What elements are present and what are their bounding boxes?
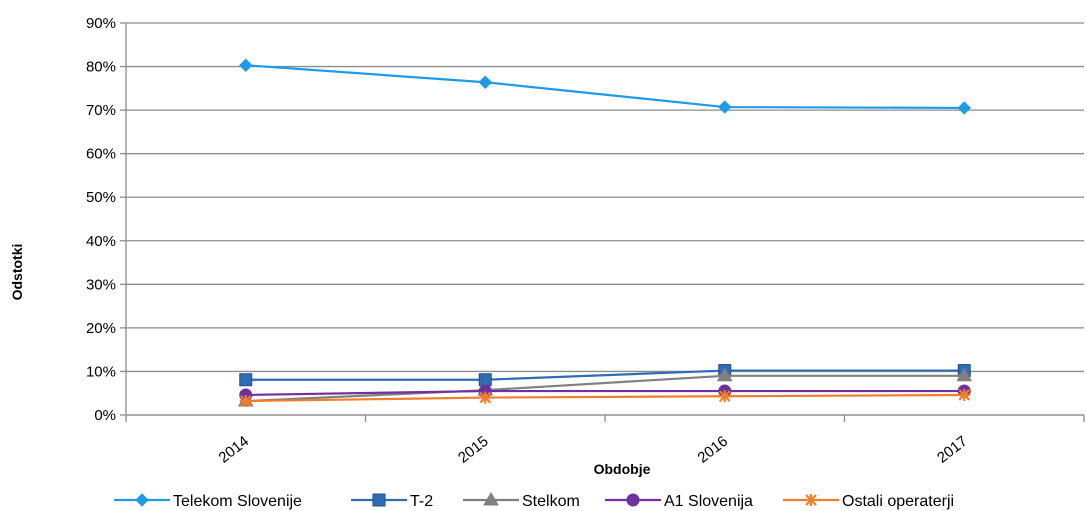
y-tick-label: 70% (86, 102, 116, 119)
data-point (718, 100, 732, 114)
y-tick-label: 90% (86, 15, 116, 32)
data-point (718, 390, 731, 403)
series-line (245, 374, 965, 403)
data-point (958, 388, 971, 401)
legend-item: A1 Slovenija (605, 493, 753, 510)
legend-item: T-2 (351, 493, 433, 510)
y-tick-label: 40% (86, 233, 116, 250)
data-point (479, 391, 492, 404)
x-tick-label: 2015 (455, 433, 492, 467)
series-line (245, 389, 965, 397)
y-tick-label: 50% (86, 189, 116, 206)
legend-marker (626, 493, 640, 507)
legend-label: Ostali operaterji (842, 493, 954, 510)
series-line (245, 369, 965, 381)
series-line (245, 64, 965, 110)
legend-item: Telekom Slovenije (114, 493, 302, 510)
data-point (478, 75, 492, 89)
y-tick-label: 60% (86, 146, 116, 163)
axes (120, 22, 1085, 422)
legend: Telekom Slovenije T-2 Stelkom A1 Slovenija O… (114, 492, 954, 510)
gridlines (126, 22, 1084, 416)
legend-item: Stelkom (463, 492, 580, 510)
legend-marker (483, 492, 499, 506)
y-tick-label: 0% (94, 407, 116, 424)
data-point (239, 395, 252, 408)
legend-marker (805, 494, 817, 506)
x-tick-label: 2014 (215, 433, 252, 467)
legend-marker (372, 493, 386, 507)
legend-label: A1 Slovenija (664, 493, 753, 510)
series-line (245, 393, 965, 403)
legend-label: T-2 (410, 493, 433, 510)
x-tick-label: 2017 (934, 433, 971, 467)
data-point (239, 373, 253, 387)
data-point (716, 367, 733, 382)
legend-label: Stelkom (522, 493, 580, 510)
y-axis-title: Odstotki (9, 244, 25, 301)
data-point (239, 58, 253, 72)
y-tick-label: 30% (86, 276, 116, 293)
legend-marker (135, 493, 149, 507)
y-tick-label: 10% (86, 363, 116, 380)
y-tick-label: 80% (86, 59, 116, 76)
legend-item: Ostali operaterji (783, 493, 954, 510)
x-axis-title: Obdobje (594, 461, 651, 477)
data-point (956, 367, 973, 382)
data-point (957, 101, 971, 115)
series-lines (237, 58, 973, 408)
y-tick-label: 20% (86, 320, 116, 337)
legend-label: Telekom Slovenije (173, 493, 302, 510)
x-tick-label: 2016 (694, 433, 731, 467)
